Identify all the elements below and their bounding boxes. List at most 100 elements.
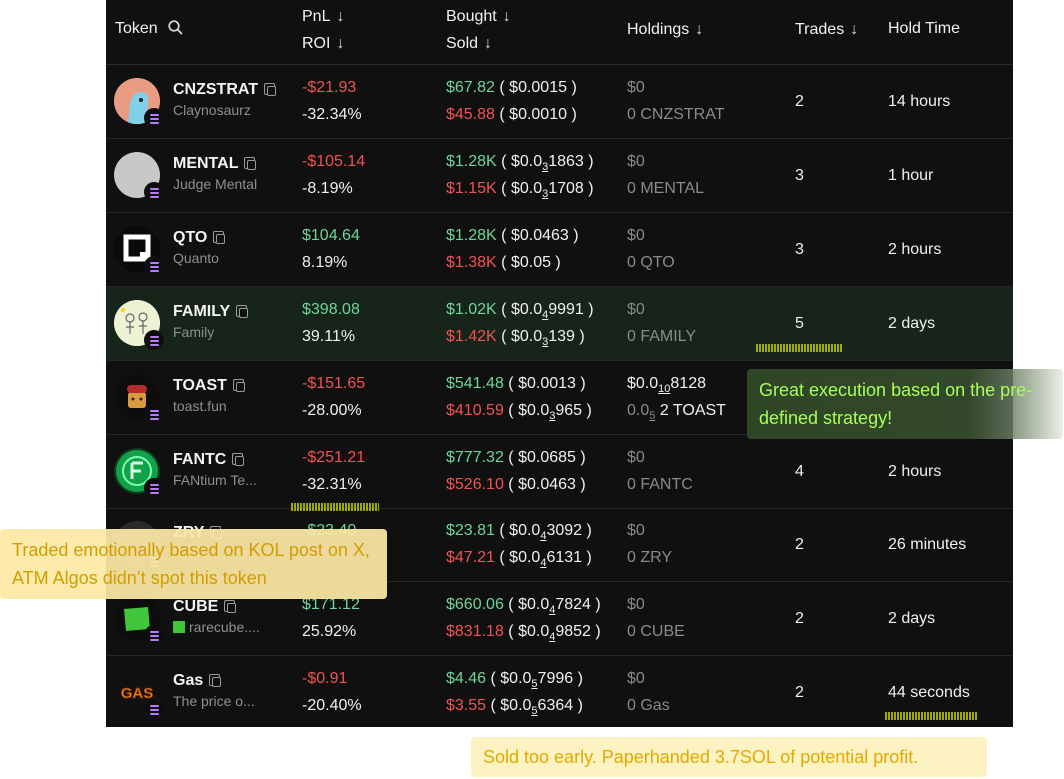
pnl-value: -$21.93 [302, 79, 357, 96]
zero-count-subscript: 3 [542, 336, 549, 348]
bought-sort-header[interactable]: Bought ↓ [446, 8, 511, 26]
pnl-value: $398.08 [302, 301, 360, 318]
holdings-value: $0 [627, 153, 645, 170]
table-row[interactable]: CUBE rarecube.... $171.12 25.92% $660.06… [106, 582, 1013, 656]
solana-chain-icon [144, 182, 164, 202]
traded-emotionally-callout: Traded emotionally based on KOL post on … [0, 529, 387, 599]
sold-amount: $831.18 [446, 623, 504, 640]
token-symbol-text: TOAST [173, 377, 227, 394]
holdings-amount: 0 ZRY [627, 549, 673, 566]
hold-time: 2 hours [888, 241, 942, 258]
token-symbol[interactable]: QTO [173, 229, 226, 247]
search-icon[interactable] [168, 20, 183, 35]
copy-icon[interactable] [209, 674, 222, 687]
solana-chain-icon [144, 404, 164, 424]
zero-count-subscript: 4 [540, 530, 547, 542]
sold-amount: $526.10 [446, 476, 504, 493]
sold-value: $1.42K ( $0.03139 ) [446, 328, 585, 348]
highlight-squiggle [885, 712, 977, 720]
sold-price: ( $0.031708 ) [501, 180, 594, 200]
holdings-value: $0 [627, 670, 645, 687]
table-row[interactable]: CNZSTRAT Claynosaurz -$21.93 -32.34% $67… [106, 65, 1013, 139]
token-name: Judge Mental [173, 176, 258, 192]
sold-value: $45.88 ( $0.0010 ) [446, 106, 577, 124]
trades-sort-header[interactable]: Trades ↓ [795, 21, 858, 39]
bought-amount: $541.48 [446, 375, 504, 392]
table-row[interactable]: FAMILY Family $398.08 39.11% $1.02K ( $0… [106, 287, 1013, 361]
bought-value: $1.02K ( $0.049991 ) [446, 301, 594, 321]
sold-price: ( $0.03965 ) [508, 402, 592, 422]
bought-value: $1.28K ( $0.0463 ) [446, 227, 579, 245]
hold-time: 14 hours [888, 93, 951, 110]
copy-icon[interactable] [264, 83, 277, 96]
token-symbol[interactable]: CNZSTRAT [173, 81, 277, 99]
sold-value: $47.21 ( $0.046131 ) [446, 549, 592, 569]
price-prefix: ( $0.0 [508, 623, 550, 640]
token-symbol[interactable]: FAMILY [173, 303, 249, 321]
holdings-amount: 0 CUBE [627, 623, 685, 640]
sold-price: ( $0.0010 ) [499, 106, 577, 123]
hold-time: 2 days [888, 315, 936, 332]
sold-amount: $1.42K [446, 328, 497, 345]
copy-icon[interactable] [232, 379, 245, 392]
holdings-amount: 0 FANTC [627, 476, 693, 493]
table-row[interactable]: MENTAL Judge Mental -$105.14 -8.19% $1.2… [106, 139, 1013, 213]
sold-amount: $47.21 [446, 549, 495, 566]
table-row[interactable]: TOAST toast.fun -$151.65 -28.00% $541.48… [106, 361, 1013, 435]
sold-sort-header[interactable]: Sold ↓ [446, 35, 492, 53]
sold-amount: $45.88 [446, 106, 495, 123]
token-name: The price o... [173, 693, 255, 709]
holdings-sort-header[interactable]: Holdings ↓ [627, 21, 703, 39]
sold-amount: $1.15K [446, 180, 497, 197]
hold-time-header-label: Hold Time [888, 20, 961, 37]
price-prefix: ( $0.0 [501, 180, 543, 197]
copy-icon[interactable] [232, 453, 245, 466]
copy-icon[interactable] [224, 600, 237, 613]
token-symbol-text: FANTC [173, 451, 227, 468]
sold-price: ( $0.05 ) [501, 254, 561, 271]
token-symbol-text: MENTAL [173, 155, 239, 172]
pnl-value: -$151.65 [302, 375, 366, 392]
pnl-value: $171.12 [302, 596, 360, 613]
table-row[interactable]: FANTC FANtium Te... -$251.21 -32.31% $77… [106, 435, 1013, 511]
trades-count: 5 [795, 315, 804, 332]
price-prefix: ( $0.0 [490, 697, 532, 714]
sort-arrow-icon: ↓ [484, 35, 493, 52]
hold-time: 1 hour [888, 167, 934, 184]
token-column-header[interactable]: Token [115, 20, 183, 38]
trades-count: 2 [795, 93, 804, 110]
solana-chain-icon [144, 625, 164, 645]
token-symbol[interactable]: Gas [173, 672, 222, 690]
price-prefix: ( $0.0 [508, 402, 550, 419]
bought-price: ( $0.047824 ) [508, 596, 601, 616]
sold-value: $3.55 ( $0.056364 ) [446, 697, 583, 717]
token-symbol[interactable]: TOAST [173, 377, 245, 395]
roi-value: -32.31% [302, 476, 362, 493]
great-execution-callout: Great execution based on the pre-defined… [747, 369, 1063, 439]
copy-icon[interactable] [213, 231, 226, 244]
roi-sort-header[interactable]: ROI ↓ [302, 35, 344, 53]
token-symbol[interactable]: CUBE [173, 598, 237, 616]
bought-price: ( $0.031863 ) [501, 153, 593, 173]
price-suffix: 1708 ) [548, 180, 594, 197]
solana-chain-icon [144, 256, 164, 276]
table-header: Token PnL ↓ ROI ↓ Bought ↓ Sold ↓ Holdings ↓ … [106, 0, 1013, 65]
token-symbol[interactable]: FANTC [173, 451, 245, 469]
token-symbol[interactable]: MENTAL [173, 155, 257, 173]
copy-icon[interactable] [236, 305, 249, 318]
price-suffix: 7824 ) [555, 596, 601, 613]
trades-count: 2 [795, 684, 804, 701]
table-row[interactable]: GAS Gas The price o... -$0.91 -20.40% $4… [106, 656, 1013, 730]
token-header-label: Token [115, 20, 158, 37]
zero-count-subscript: 4 [549, 631, 556, 643]
bought-price: ( $0.057996 ) [491, 670, 583, 690]
token-name: rarecube.... [173, 619, 260, 635]
sold-value: $1.15K ( $0.031708 ) [446, 180, 594, 200]
bought-value: $23.81 ( $0.043092 ) [446, 522, 592, 542]
pnl-sort-header[interactable]: PnL ↓ [302, 8, 344, 26]
copy-icon[interactable] [244, 157, 257, 170]
zero-count-subscript: 5 [531, 678, 538, 690]
token-symbol-text: Gas [173, 672, 204, 689]
table-row[interactable]: QTO Quanto $104.64 8.19% $1.28K ( $0.046… [106, 213, 1013, 287]
sort-arrow-icon: ↓ [502, 8, 511, 25]
